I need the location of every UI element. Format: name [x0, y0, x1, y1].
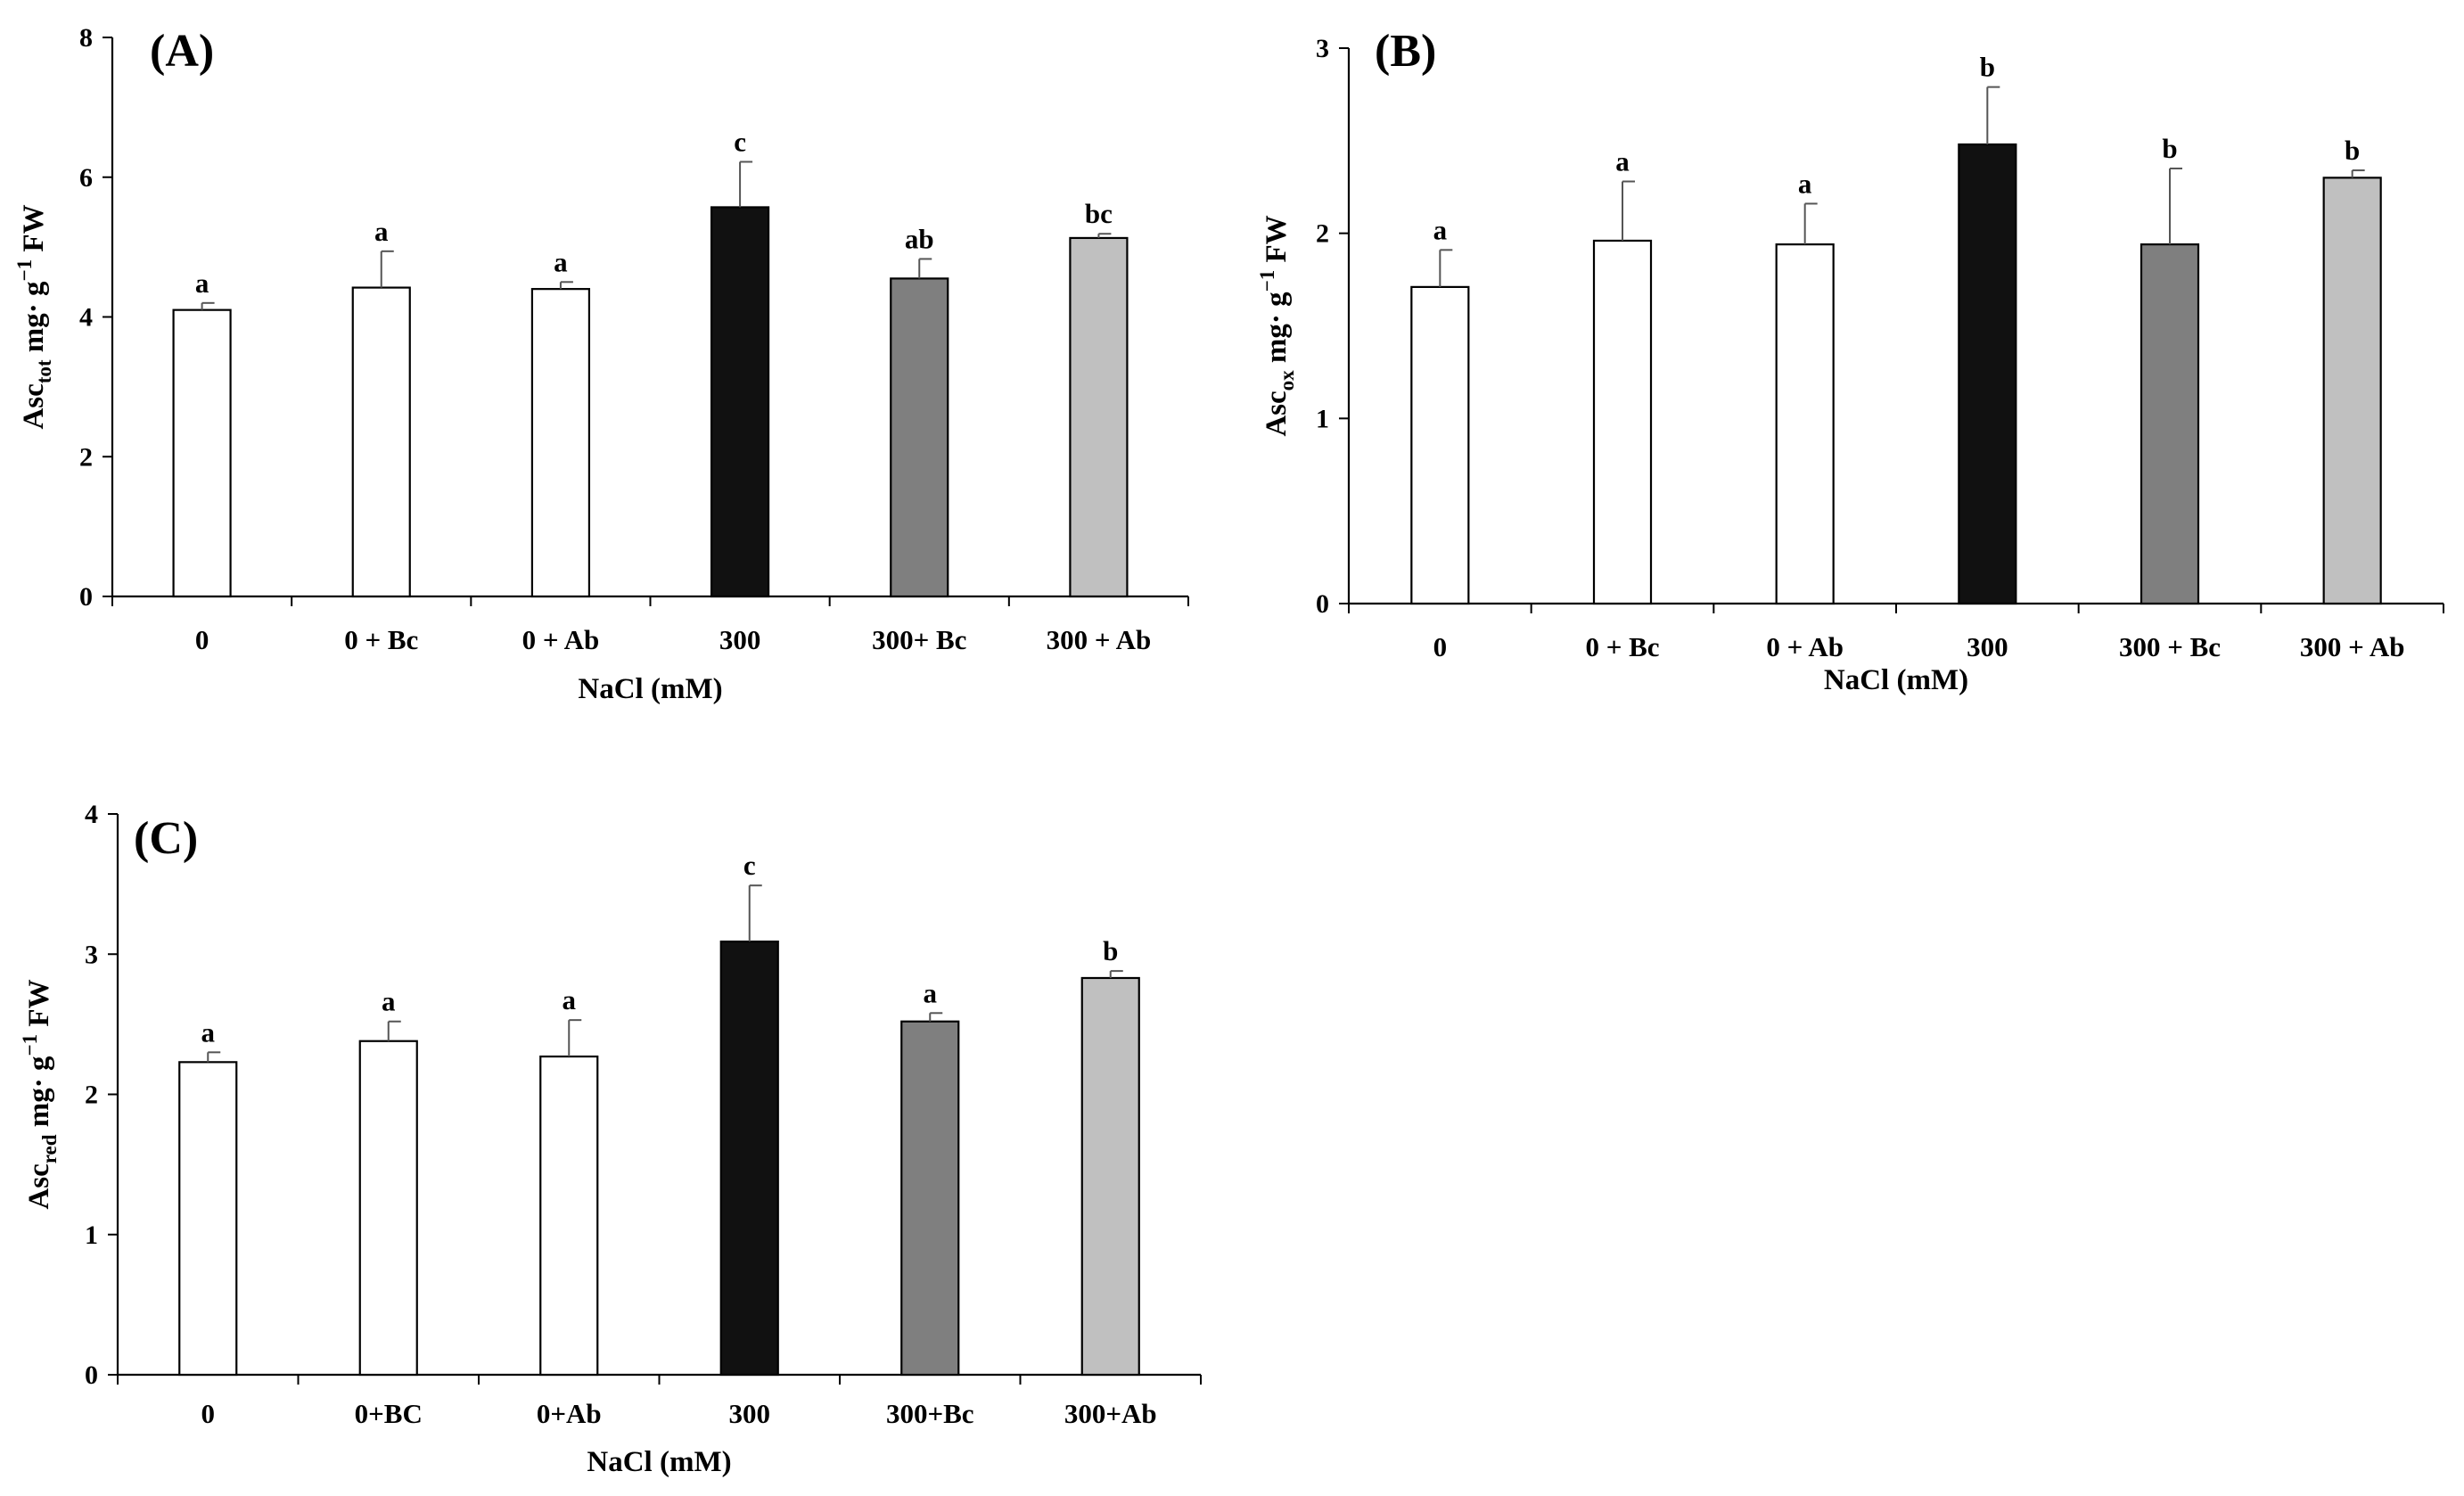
y-tick-label: 3 — [1316, 34, 1329, 63]
x-tick-label: 0 — [1433, 631, 1448, 662]
y-axis-title-superscript: −1 — [19, 1034, 41, 1056]
significance-letter: a — [195, 267, 209, 299]
x-tick-label: 300 — [719, 624, 761, 655]
y-axis-title-superscript: −1 — [13, 259, 36, 282]
x-tick-label: 300+ Bc — [872, 624, 966, 655]
significance-letter: b — [2345, 135, 2360, 166]
y-tick-label: 3 — [85, 940, 98, 969]
x-tick-label: 300 + Ab — [1047, 624, 1152, 655]
bar — [2140, 243, 2200, 605]
y-axis-title-superscript: −1 — [1256, 270, 1278, 292]
bar — [172, 308, 232, 598]
y-tick-label: 0 — [85, 1360, 98, 1390]
x-tick-label: 0 + Bc — [344, 624, 418, 655]
y-axis-title-base: Asc — [18, 383, 50, 429]
x-tick-label: 300 — [1967, 631, 2008, 662]
y-tick-label: 4 — [85, 800, 98, 829]
significance-letter: a — [1798, 168, 1812, 199]
bar — [719, 940, 779, 1377]
bar — [2322, 177, 2382, 605]
bar — [530, 288, 591, 598]
x-tick-label: 300 — [729, 1398, 771, 1429]
x-tick-label: 300+Bc — [886, 1398, 974, 1429]
x-tick-label: 0 — [201, 1398, 216, 1429]
y-axis-title-subscript: red — [38, 1134, 61, 1163]
x-tick-label: 0+BC — [355, 1398, 423, 1429]
significance-letter: c — [743, 850, 756, 881]
chart-panel-b: 0 1 2 3 a 0 a 0 + Bc a 0 + Ab b 300 b 300 + Bc b 300 + … — [1256, 26, 2444, 696]
y-axis-title-tail: FW — [1261, 215, 1293, 269]
bar — [890, 277, 949, 598]
significance-letter: b — [2162, 133, 2177, 164]
bar — [351, 286, 411, 598]
significance-letter: a — [374, 216, 389, 247]
bar — [1775, 243, 1835, 605]
y-tick-label: 0 — [79, 582, 93, 612]
x-tick-label: 0 + Bc — [1585, 631, 1659, 662]
bar — [178, 1061, 238, 1377]
significance-letter: bc — [1085, 198, 1113, 229]
x-tick-label: 300 + Bc — [2119, 631, 2221, 662]
significance-letter: b — [1980, 52, 1995, 83]
chart-panel-a: 0 2 4 6 8 a 0 a 0 + Bc a 0 + Ab c 300 ab 300+ Bc bc 300 … — [13, 23, 1189, 705]
x-tick-label: 0 + Ab — [1766, 631, 1844, 662]
y-tick-label: 1 — [85, 1221, 98, 1250]
bar — [539, 1055, 599, 1377]
x-tick-label: 0 — [195, 624, 209, 655]
y-axis-title-subscript: tot — [33, 359, 55, 383]
bar — [900, 1020, 960, 1377]
y-axis-title-unit: mg· g — [18, 281, 50, 359]
x-tick-label: 0 + Ab — [522, 624, 600, 655]
y-axis-title-tail: FW — [18, 204, 50, 259]
y-axis-title-base: Asc — [23, 1163, 55, 1209]
significance-letter: ab — [905, 223, 934, 254]
bar — [1958, 143, 2017, 605]
x-tick-label: 300+Ab — [1064, 1398, 1157, 1429]
significance-letter: a — [1433, 214, 1448, 245]
y-tick-label: 8 — [79, 23, 93, 53]
significance-letter: c — [734, 127, 746, 158]
bar — [1069, 236, 1129, 598]
y-axis-title: Ascox mg· g−1 FW — [1256, 215, 1298, 436]
y-tick-label: 1 — [1316, 404, 1329, 433]
y-axis-title-unit: mg· g — [23, 1056, 55, 1134]
significance-letter: a — [1615, 146, 1630, 177]
panel-label: (A) — [150, 26, 214, 77]
bar — [710, 206, 770, 598]
x-tick-label: 0+Ab — [537, 1398, 602, 1429]
y-axis-title-base: Asc — [1261, 390, 1293, 436]
bar — [1080, 976, 1140, 1377]
y-tick-label: 0 — [1316, 589, 1329, 619]
x-axis-title: NaCl (mM) — [578, 673, 722, 705]
significance-letter: a — [554, 246, 568, 277]
x-axis-title: NaCl (mM) — [587, 1446, 731, 1478]
y-axis-title: Asctot mg· g−1 FW — [13, 204, 55, 429]
bar — [358, 1040, 418, 1377]
significance-letter: a — [201, 1016, 216, 1048]
x-axis-title: NaCl (mM) — [1824, 664, 1968, 696]
chart-panel-c: 0 1 2 3 4 a 0 a 0+BC a 0+Ab c 300 a 300+Bc b 300+Ab (C) Na… — [19, 800, 1202, 1478]
y-axis-title-subscript: ox — [1276, 370, 1298, 391]
significance-letter: a — [924, 977, 938, 1008]
y-axis-title: Ascred mg· g−1 FW — [19, 979, 61, 1209]
x-tick-label: 300 + Ab — [2300, 631, 2405, 662]
significance-letter: a — [563, 984, 577, 1015]
y-axis-title-unit: mg· g — [1261, 292, 1293, 370]
y-tick-label: 6 — [79, 163, 93, 193]
y-tick-label: 2 — [1316, 219, 1329, 249]
bar — [1410, 285, 1470, 605]
y-axis-title-tail: FW — [23, 979, 55, 1033]
y-tick-label: 2 — [79, 442, 93, 472]
panel-label: (B) — [1375, 26, 1436, 77]
bar — [1592, 239, 1653, 605]
y-tick-label: 4 — [79, 303, 93, 333]
y-tick-label: 2 — [85, 1081, 98, 1110]
panel-label: (C) — [134, 813, 198, 864]
significance-letter: b — [1103, 935, 1118, 966]
significance-letter: a — [382, 986, 396, 1017]
